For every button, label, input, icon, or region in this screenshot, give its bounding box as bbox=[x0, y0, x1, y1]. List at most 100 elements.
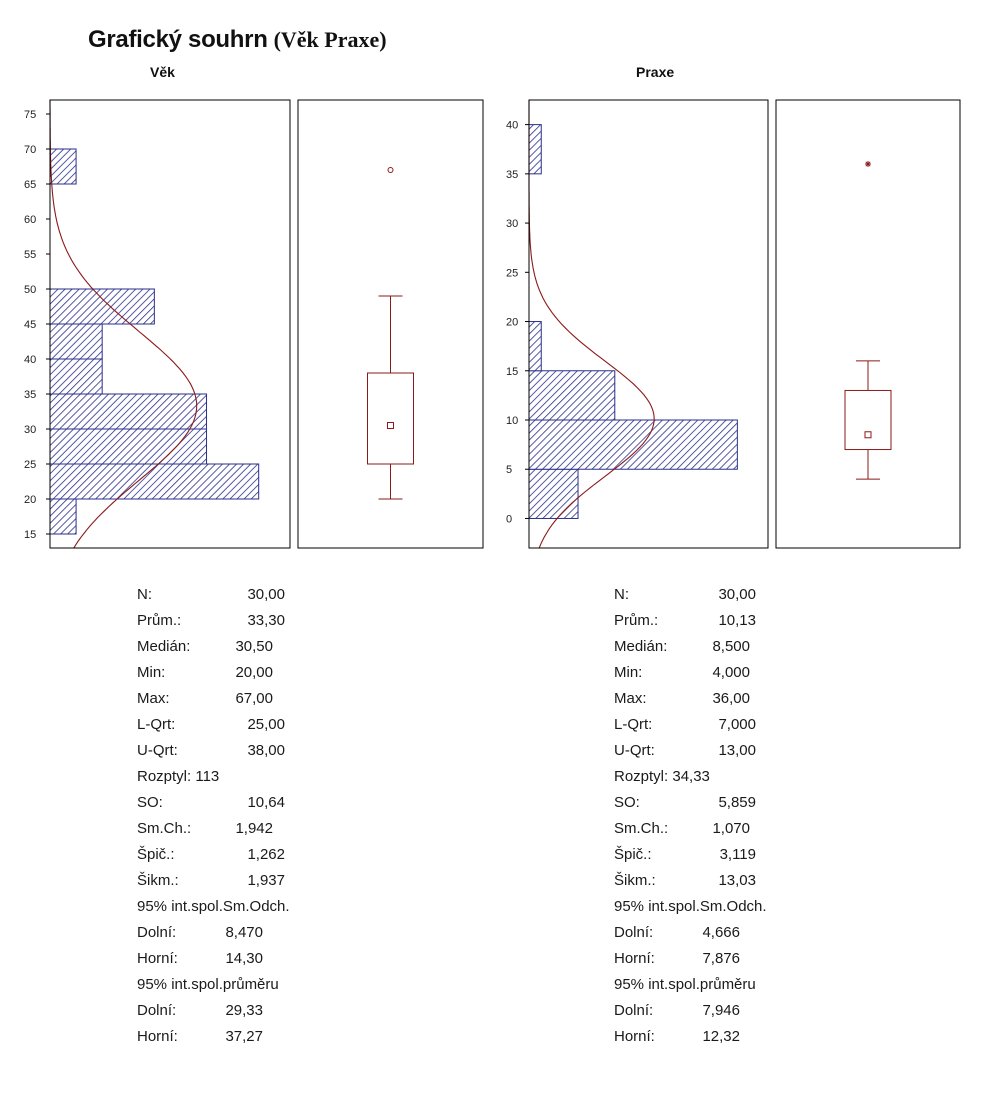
stat-lqrt-value: 7,000 bbox=[718, 716, 756, 733]
y-tick-label: 70 bbox=[24, 144, 36, 156]
stat-max-value: 36,00 bbox=[712, 690, 750, 707]
stat-min-label: Min: bbox=[137, 664, 166, 681]
y-tick-label: 60 bbox=[24, 214, 36, 226]
stat-ci-sd-heading: 95% int.spol.Sm.Odch. bbox=[614, 898, 767, 915]
stat-ci-mean-lower-label: Dolní: bbox=[614, 1002, 654, 1019]
y-tick-label: 40 bbox=[506, 120, 518, 132]
stat-min-value: 20,00 bbox=[235, 664, 273, 681]
stat-ci-mean-upper-label: Horní: bbox=[137, 1028, 178, 1045]
stat-min-label: Min: bbox=[614, 664, 643, 681]
y-tick-label: 45 bbox=[24, 319, 36, 331]
stat-skew-value: 1,937 bbox=[247, 872, 285, 889]
stat-ci-sd-lower-value: 8,470 bbox=[225, 924, 263, 941]
stat-ci-sd-lower-value: 4,666 bbox=[702, 924, 740, 941]
stat-mean-label: Prům.: bbox=[614, 612, 659, 629]
histogram-bar bbox=[49, 428, 208, 465]
stat-se-label: Sm.Ch.: bbox=[137, 820, 192, 837]
y-tick-label: 20 bbox=[506, 317, 518, 329]
histogram-frame bbox=[528, 99, 769, 549]
normal-curve bbox=[49, 100, 198, 549]
y-tick-label: 65 bbox=[24, 179, 36, 191]
chart-title-main: Grafický souhrn bbox=[88, 26, 268, 53]
stat-kurt-value: 1,262 bbox=[247, 846, 285, 863]
stat-n-value: 30,00 bbox=[247, 586, 285, 603]
stat-ci-mean-lower-value: 29,33 bbox=[225, 1002, 263, 1019]
stat-sd-value: 10,64 bbox=[247, 794, 285, 811]
stat-ci-mean-upper-label: Horní: bbox=[614, 1028, 655, 1045]
stat-variance: Rozptyl: 34,33 bbox=[614, 768, 710, 785]
stat-n-value: 30,00 bbox=[718, 586, 756, 603]
y-tick-label: 75 bbox=[24, 109, 36, 121]
boxplot-box bbox=[844, 389, 892, 451]
stat-se-value: 1,070 bbox=[712, 820, 750, 837]
boxplot-outlier bbox=[387, 167, 394, 173]
stat-kurt-label: Špič.: bbox=[137, 846, 175, 863]
stat-ci-sd-lower-label: Dolní: bbox=[137, 924, 177, 941]
stat-uqrt-label: U-Qrt: bbox=[137, 742, 178, 759]
boxplot-frame bbox=[297, 99, 484, 549]
stat-ci-mean-lower-label: Dolní: bbox=[137, 1002, 177, 1019]
stat-ci-sd-heading: 95% int.spol.Sm.Odch. bbox=[137, 898, 290, 915]
y-tick-label: 30 bbox=[24, 424, 36, 436]
y-tick-label: 35 bbox=[506, 169, 518, 181]
stat-uqrt-value: 13,00 bbox=[718, 742, 756, 759]
stat-max-label: Max: bbox=[137, 690, 170, 707]
histogram-bar bbox=[49, 148, 77, 185]
stat-median-label: Medián: bbox=[614, 638, 668, 655]
boxplot-median-marker bbox=[864, 431, 872, 439]
charts-svg: 15 20 25 30 35 40 45 50 55 60 65 70 75 0 5 10 15 20 25 30 3… bbox=[24, 99, 961, 549]
stat-ci-mean-upper-value: 12,32 bbox=[702, 1028, 740, 1045]
y-tick-label: 25 bbox=[506, 267, 518, 279]
stat-skew-label: Šikm.: bbox=[614, 872, 656, 889]
histogram-frame bbox=[49, 99, 291, 549]
stat-median-label: Medián: bbox=[137, 638, 191, 655]
stat-ci-mean-heading: 95% int.spol.průměru bbox=[137, 976, 279, 993]
stat-skew-value: 13,03 bbox=[718, 872, 756, 889]
histogram-bar bbox=[49, 323, 103, 360]
y-tick-label: 15 bbox=[506, 366, 518, 378]
stat-n-label: N: bbox=[137, 586, 152, 603]
histogram-bar bbox=[49, 393, 208, 430]
stat-mean-label: Prům.: bbox=[137, 612, 182, 629]
stat-median-value: 30,50 bbox=[235, 638, 273, 655]
histogram-bar bbox=[528, 370, 616, 421]
stat-ci-mean-lower-value: 7,946 bbox=[702, 1002, 740, 1019]
left-chart: 15 20 25 30 35 40 45 50 55 60 65 70 75 bbox=[24, 99, 484, 549]
stat-ci-mean-upper-value: 37,27 bbox=[225, 1028, 263, 1045]
y-tick-label: 15 bbox=[24, 529, 36, 541]
stat-kurt-label: Špič.: bbox=[614, 846, 652, 863]
y-tick-label: 30 bbox=[506, 218, 518, 230]
boxplot-box bbox=[367, 372, 414, 465]
stat-n-label: N: bbox=[614, 586, 629, 603]
stat-sd-label: SO: bbox=[137, 794, 163, 811]
stat-mean-value: 10,13 bbox=[718, 612, 756, 629]
boxplot-median-marker bbox=[387, 422, 394, 429]
y-tick-label: 55 bbox=[24, 249, 36, 261]
stat-variance: Rozptyl: 113 bbox=[137, 768, 220, 785]
chart-title: Grafický souhrn (Věk Praxe) bbox=[88, 26, 387, 54]
stat-lqrt-label: L-Qrt: bbox=[614, 716, 653, 733]
histogram-bar bbox=[49, 358, 103, 395]
histogram-bar bbox=[528, 321, 542, 372]
stat-se-value: 1,942 bbox=[235, 820, 273, 837]
histogram-bar bbox=[49, 463, 260, 500]
y-tick-label: 5 bbox=[506, 464, 512, 476]
stat-median-value: 8,500 bbox=[712, 638, 750, 655]
stat-ci-sd-upper-value: 7,876 bbox=[702, 950, 740, 967]
y-tick-label: 20 bbox=[24, 494, 36, 506]
stat-skew-label: Šikm.: bbox=[137, 872, 179, 889]
histogram-bar bbox=[528, 468, 579, 519]
stat-sd-label: SO: bbox=[614, 794, 640, 811]
histogram-bar bbox=[528, 124, 542, 175]
stat-max-label: Max: bbox=[614, 690, 647, 707]
y-tick-label: 40 bbox=[24, 354, 36, 366]
stat-min-value: 4,000 bbox=[712, 664, 750, 681]
histogram-bar bbox=[49, 288, 155, 325]
stat-se-label: Sm.Ch.: bbox=[614, 820, 669, 837]
histogram-bar bbox=[528, 419, 738, 470]
boxplot-frame bbox=[775, 99, 961, 549]
right-chart: 0 5 10 15 20 25 30 35 40 bbox=[506, 99, 961, 549]
stat-ci-sd-upper-value: 14,30 bbox=[225, 950, 263, 967]
stat-sd-value: 5,859 bbox=[718, 794, 756, 811]
asterisk-stroke bbox=[865, 161, 871, 167]
